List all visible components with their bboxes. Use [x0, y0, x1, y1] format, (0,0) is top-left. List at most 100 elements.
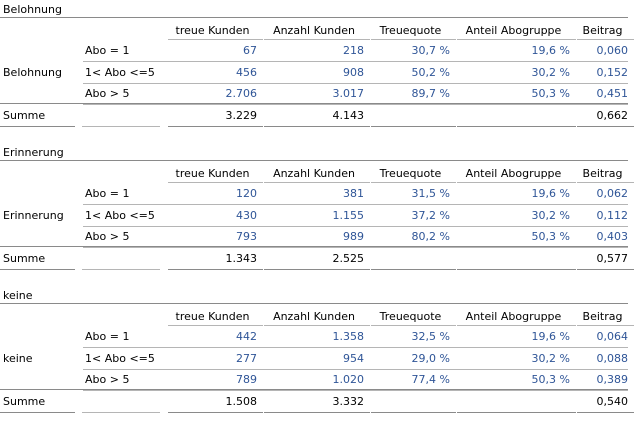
table-cell: 50,2 % [411, 66, 450, 79]
table-cell: 0,064 [596, 330, 629, 343]
divider-line [168, 269, 263, 270]
table-cell: 442 [236, 330, 257, 343]
table-section-erinnerung: Erinnerung treue Kunden Anzahl Kunden Treue… [0, 143, 640, 275]
table-cell: 908 [343, 66, 364, 79]
divider-line [264, 126, 370, 127]
column-header: Anzahl Kunden [273, 24, 355, 37]
divider-line [83, 226, 628, 227]
table-cell: 0,152 [596, 66, 629, 79]
table-cell: 19,6 % [531, 44, 570, 57]
row-label: 1< Abo <=5 [85, 352, 155, 365]
table-cell: 50,3 % [531, 87, 570, 100]
table-cell: 2.706 [225, 87, 258, 100]
table-cell: 0,088 [596, 352, 629, 365]
divider-line [577, 325, 634, 326]
table-cell: 120 [236, 187, 257, 200]
divider-line [577, 126, 634, 127]
divider-line [0, 103, 628, 104]
table-cell: 50,3 % [531, 373, 570, 386]
column-header: Anzahl Kunden [273, 167, 355, 180]
row-label: Abo > 5 [85, 230, 130, 243]
table-cell: 0,112 [596, 209, 629, 222]
divider-line [577, 182, 634, 183]
divider-line [83, 369, 628, 370]
column-header: Treuequote [379, 167, 442, 180]
divider-line [264, 39, 370, 40]
table-cell: 789 [236, 373, 257, 386]
table-cell: 954 [343, 352, 364, 365]
table-cell: 19,6 % [531, 187, 570, 200]
table-cell: 0,403 [596, 230, 629, 243]
table-cell: 1.155 [332, 209, 365, 222]
divider-line [457, 269, 576, 270]
sum-cell: 0,577 [596, 252, 629, 265]
row-label: 1< Abo <=5 [85, 66, 155, 79]
section-title: Belohnung [3, 3, 62, 16]
divider-line [83, 204, 628, 205]
divider-line [457, 412, 576, 413]
divider-line [0, 126, 75, 127]
column-header: Treuequote [379, 24, 442, 37]
divider-line [577, 412, 634, 413]
divider-line [371, 39, 456, 40]
divider-line [0, 303, 628, 304]
divider-line [83, 247, 628, 248]
table-cell: 31,5 % [411, 187, 450, 200]
table-cell: 32,5 % [411, 330, 450, 343]
table-cell: 989 [343, 230, 364, 243]
table-cell: 29,0 % [411, 352, 450, 365]
divider-line [371, 325, 456, 326]
column-header: Anteil Abogruppe [465, 310, 562, 323]
divider-line [577, 39, 634, 40]
sum-label: Summe [3, 395, 46, 408]
divider-line [168, 39, 263, 40]
column-header: treue Kunden [175, 310, 250, 323]
column-header: Anteil Abogruppe [465, 167, 562, 180]
divider-line [0, 269, 75, 270]
sum-cell: 4.143 [332, 109, 365, 122]
table-cell: 1.358 [332, 330, 365, 343]
divider-line [168, 126, 263, 127]
divider-line [83, 61, 628, 62]
table-cell: 218 [343, 44, 364, 57]
table-cell: 277 [236, 352, 257, 365]
divider-line [0, 412, 75, 413]
divider-line [371, 182, 456, 183]
table-cell: 80,2 % [411, 230, 450, 243]
table-cell: 67 [243, 44, 257, 57]
sum-cell: 0,540 [596, 395, 629, 408]
table-cell: 50,3 % [531, 230, 570, 243]
divider-line [457, 325, 576, 326]
divider-line [371, 412, 456, 413]
row-label: 1< Abo <=5 [85, 209, 155, 222]
sum-cell: 3.229 [225, 109, 258, 122]
divider-line [264, 182, 370, 183]
divider-line [82, 412, 160, 413]
row-label: Abo = 1 [85, 44, 130, 57]
sum-cell: 3.332 [332, 395, 365, 408]
divider-line [264, 269, 370, 270]
sum-cell: 0,662 [596, 109, 629, 122]
row-label: Abo = 1 [85, 187, 130, 200]
divider-line [264, 412, 370, 413]
row-label: Abo = 1 [85, 330, 130, 343]
row-label: Abo > 5 [85, 373, 130, 386]
table-cell: 30,2 % [531, 352, 570, 365]
divider-line [83, 104, 628, 105]
column-header: Anteil Abogruppe [465, 24, 562, 37]
table-cell: 0,451 [596, 87, 629, 100]
divider-line [83, 390, 628, 391]
table-cell: 381 [343, 187, 364, 200]
sum-cell: 1.343 [225, 252, 258, 265]
column-header: treue Kunden [175, 167, 250, 180]
column-header: treue Kunden [175, 24, 250, 37]
table-cell: 30,2 % [531, 66, 570, 79]
divider-line [168, 325, 263, 326]
column-header: Anzahl Kunden [273, 310, 355, 323]
table-cell: 3.017 [332, 87, 365, 100]
group-label: Erinnerung [3, 209, 64, 222]
group-label: keine [3, 352, 33, 365]
divider-line [82, 126, 160, 127]
table-cell: 19,6 % [531, 330, 570, 343]
divider-line [371, 126, 456, 127]
